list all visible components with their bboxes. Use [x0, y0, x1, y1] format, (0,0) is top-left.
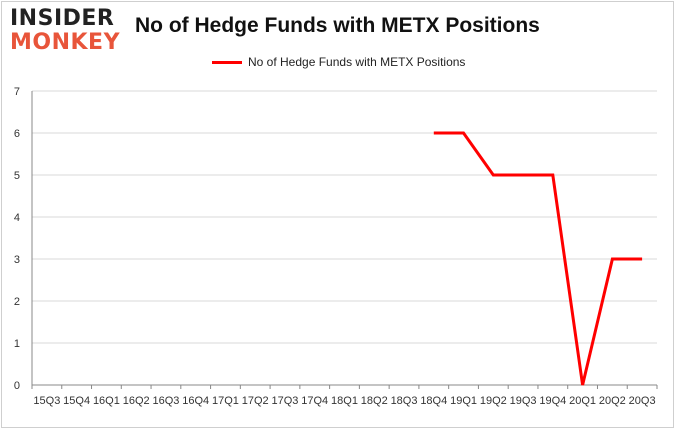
x-tick-label: 16Q3 — [152, 395, 179, 407]
y-tick-label: 6 — [14, 128, 20, 140]
x-tick-label: 17Q4 — [301, 395, 328, 407]
legend-label: No of Hedge Funds with METX Positions — [248, 55, 466, 69]
x-tick-label: 16Q2 — [123, 395, 150, 407]
x-tick-label: 15Q4 — [63, 395, 90, 407]
x-tick-label: 18Q3 — [391, 395, 418, 407]
y-tick-label: 7 — [14, 86, 20, 98]
x-tick-label: 17Q2 — [242, 395, 269, 407]
x-tick-label: 19Q2 — [480, 395, 507, 407]
x-tick-label: 18Q4 — [420, 395, 447, 407]
x-tick-label: 15Q3 — [33, 395, 60, 407]
insider-monkey-logo: INSIDER MONKEY — [8, 6, 126, 56]
series-line — [433, 131, 643, 386]
x-tick-label: 19Q1 — [450, 395, 477, 407]
logo-line-1: INSIDER — [10, 6, 115, 31]
y-tick-label: 3 — [14, 254, 20, 266]
x-tick-label: 19Q3 — [510, 395, 537, 407]
chart-title: No of Hedge Funds with METX Positions — [135, 14, 540, 37]
x-tick-label: 18Q1 — [331, 395, 358, 407]
y-tick-label: 5 — [14, 170, 20, 182]
x-tick-label: 20Q3 — [629, 395, 656, 407]
y-tick-label: 4 — [14, 212, 20, 224]
x-tick-label: 16Q4 — [182, 395, 209, 407]
x-tick-label: 20Q2 — [599, 395, 626, 407]
legend-swatch — [212, 60, 242, 64]
y-tick-label: 1 — [14, 338, 20, 350]
x-tick-label: 17Q3 — [272, 395, 299, 407]
logo-line-2: MONKEY — [10, 30, 121, 55]
x-tick-label: 16Q1 — [93, 395, 120, 407]
chart-legend: No of Hedge Funds with METX Positions — [212, 54, 465, 70]
y-tick-label: 0 — [14, 380, 20, 392]
x-tick-label: 18Q2 — [361, 395, 388, 407]
x-tick-label: 17Q1 — [212, 395, 239, 407]
x-tick-label: 19Q4 — [539, 395, 566, 407]
x-tick-label: 20Q1 — [569, 395, 596, 407]
y-tick-label: 2 — [14, 296, 20, 308]
